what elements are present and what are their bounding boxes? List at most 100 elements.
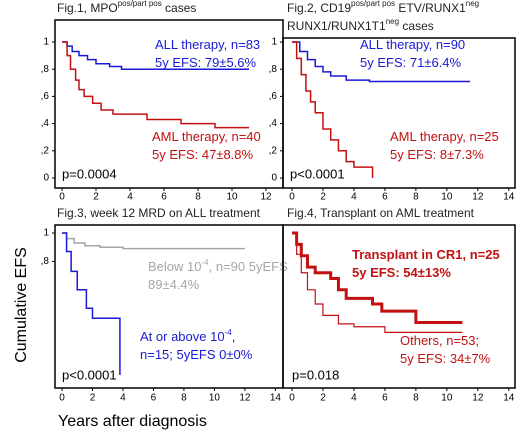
y-tick-label: ,4 xyxy=(41,118,50,129)
survival-curve xyxy=(292,41,374,178)
panel-title-part: pos/part pos xyxy=(351,0,395,8)
curve-label-part: 5y EFS: 8±7.3% xyxy=(390,147,484,162)
y-tick-label: ,8 xyxy=(41,64,50,75)
panel-title-part: neg xyxy=(386,17,399,26)
y-tick-label: ,2 xyxy=(41,145,50,156)
x-tick-label: 6 xyxy=(382,192,388,203)
x-tick-label: 10 xyxy=(226,192,238,203)
x-tick-label: 4 xyxy=(351,192,357,203)
x-tick-label: 2 xyxy=(90,393,96,404)
y-tick-label: ,4 xyxy=(269,118,278,129)
y-tick-label: ,2 xyxy=(269,145,278,156)
curve-label: Others, n=53; xyxy=(400,333,479,348)
curve-label: 89±4.4% xyxy=(148,277,200,292)
panel-title-part: Fig.4, Transplant on AML treatment xyxy=(287,206,475,220)
p-value: p=0.018 xyxy=(292,367,339,382)
x-tick-label: 2 xyxy=(320,393,326,404)
panel-title: Fig.1, MPOpos/part pos cases xyxy=(57,0,196,15)
x-tick-label: 4 xyxy=(120,393,126,404)
panel-title: Fig.2, CD19pos/part pos ETV/RUNX1neg xyxy=(287,0,479,15)
curve-label: 5y EFS: 79±5.6% xyxy=(155,55,257,70)
x-tick-label: 14 xyxy=(503,393,515,404)
x-tick-label: 12 xyxy=(472,393,484,404)
survival-curve xyxy=(62,232,121,375)
panel-title-part: Fig.2, CD19 xyxy=(287,1,351,15)
panel-title-part: RUNX1/RUNX1T1 xyxy=(287,19,386,33)
panel-title: RUNX1/RUNX1T1neg cases xyxy=(287,17,434,33)
x-tick-label: 0 xyxy=(289,393,295,404)
p-value: p<0.0001 xyxy=(290,166,345,181)
curve-label-part: 5y EFS: 47±8.8% xyxy=(152,147,254,162)
panel-frame xyxy=(54,224,284,389)
curve-label-part: Others, n=53; xyxy=(400,333,479,348)
x-tick-label: 6 xyxy=(151,393,157,404)
y-tick-label: ,8 xyxy=(269,64,278,75)
curve-label: 5y EFS: 34±7% xyxy=(400,351,491,366)
curve-label: Transplant in CR1, n=25 xyxy=(352,247,500,262)
x-tick-label: 10 xyxy=(209,393,221,404)
y-tick-label: ,8 xyxy=(41,256,50,267)
x-tick-label: 4 xyxy=(351,393,357,404)
curve-label-part: , xyxy=(232,329,236,344)
curve-label: ALL therapy, n=83 xyxy=(155,37,260,52)
curve-label: AML therapy, n=25 xyxy=(390,129,499,144)
curve-label: 5y EFS: 71±6.4% xyxy=(360,55,462,70)
curve-label: 5y EFS: 54±13% xyxy=(352,265,451,280)
panel-title-part: ETV/RUNX1 xyxy=(395,1,466,15)
panel-title-part: neg xyxy=(466,0,479,8)
panel-title-part: Fig.1, MPO xyxy=(57,1,118,15)
y-tick-label: 1 xyxy=(271,37,277,48)
y-tick-label: ,6 xyxy=(269,91,278,102)
curve-label-part: AML therapy, n=40 xyxy=(152,129,261,144)
y-tick-label: 0 xyxy=(43,173,49,184)
curve-label-part: 5y EFS: 79±5.6% xyxy=(155,55,257,70)
panel-title: Fig.4, Transplant on AML treatment xyxy=(287,206,475,220)
curve-label-part: 5y EFS: 54±13% xyxy=(352,265,451,280)
y-tick-label: 0 xyxy=(271,173,277,184)
x-tick-label: 0 xyxy=(59,393,65,404)
panel-title: Fig.3, week 12 MRD on ALL treatment xyxy=(57,206,261,220)
y-axis-label: Cumulative EFS xyxy=(13,247,30,363)
x-tick-label: 10 xyxy=(441,393,453,404)
curve-label-part: -4 xyxy=(201,258,209,267)
curve-label-part: Below 10 xyxy=(148,259,201,274)
curve-label-part: -4 xyxy=(225,328,233,337)
x-tick-label: 8 xyxy=(195,192,201,203)
survival-curve xyxy=(292,231,463,324)
curve-label: ALL therapy, n=90 xyxy=(360,37,465,52)
curve-label-part: AML therapy, n=25 xyxy=(390,129,499,144)
curve-label-part: ALL therapy, n=90 xyxy=(360,37,465,52)
panel-frame xyxy=(282,224,516,389)
panel-frame xyxy=(282,37,516,189)
curve-label: n=15; 5yEFS 0±0% xyxy=(140,347,253,362)
y-tick-label: 1 xyxy=(43,228,49,239)
curve-label-part: n=15; 5yEFS 0±0% xyxy=(140,347,253,362)
x-tick-label: 0 xyxy=(289,192,295,203)
x-tick-label: 2 xyxy=(320,192,326,203)
x-tick-label: 4 xyxy=(127,192,133,203)
panel-title-part: Fig.3, week 12 MRD on ALL treatment xyxy=(57,206,261,220)
curve-label-part: ALL therapy, n=83 xyxy=(155,37,260,52)
survival-curve xyxy=(62,232,245,250)
x-tick-label: 6 xyxy=(382,393,388,404)
curve-label-part: 89±4.4% xyxy=(148,277,200,292)
curve-label: At or above 10-4, xyxy=(140,328,235,344)
x-tick-label: 14 xyxy=(503,192,515,203)
survival-curve xyxy=(292,41,471,83)
curve-label: 5y EFS: 8±7.3% xyxy=(390,147,484,162)
survival-curve xyxy=(62,41,249,70)
panel-title-part: cases xyxy=(399,19,434,33)
p-value: p=0.0004 xyxy=(62,166,117,181)
curve-label-part: 5y EFS: 34±7% xyxy=(400,351,491,366)
curve-label-part: , n=90 5yEFS xyxy=(209,259,288,274)
survival-curve xyxy=(62,41,249,129)
survival-curve xyxy=(292,232,463,333)
y-tick-label: 1 xyxy=(43,37,49,48)
x-axis-label: Years after diagnosis xyxy=(58,413,207,430)
x-tick-label: 12 xyxy=(239,393,251,404)
y-tick-label: ,6 xyxy=(41,91,50,102)
curve-label-part: 5y EFS: 71±6.4% xyxy=(360,55,462,70)
x-tick-label: 0 xyxy=(59,192,65,203)
curve-label: Below 10-4, n=90 5yEFS xyxy=(148,258,288,274)
